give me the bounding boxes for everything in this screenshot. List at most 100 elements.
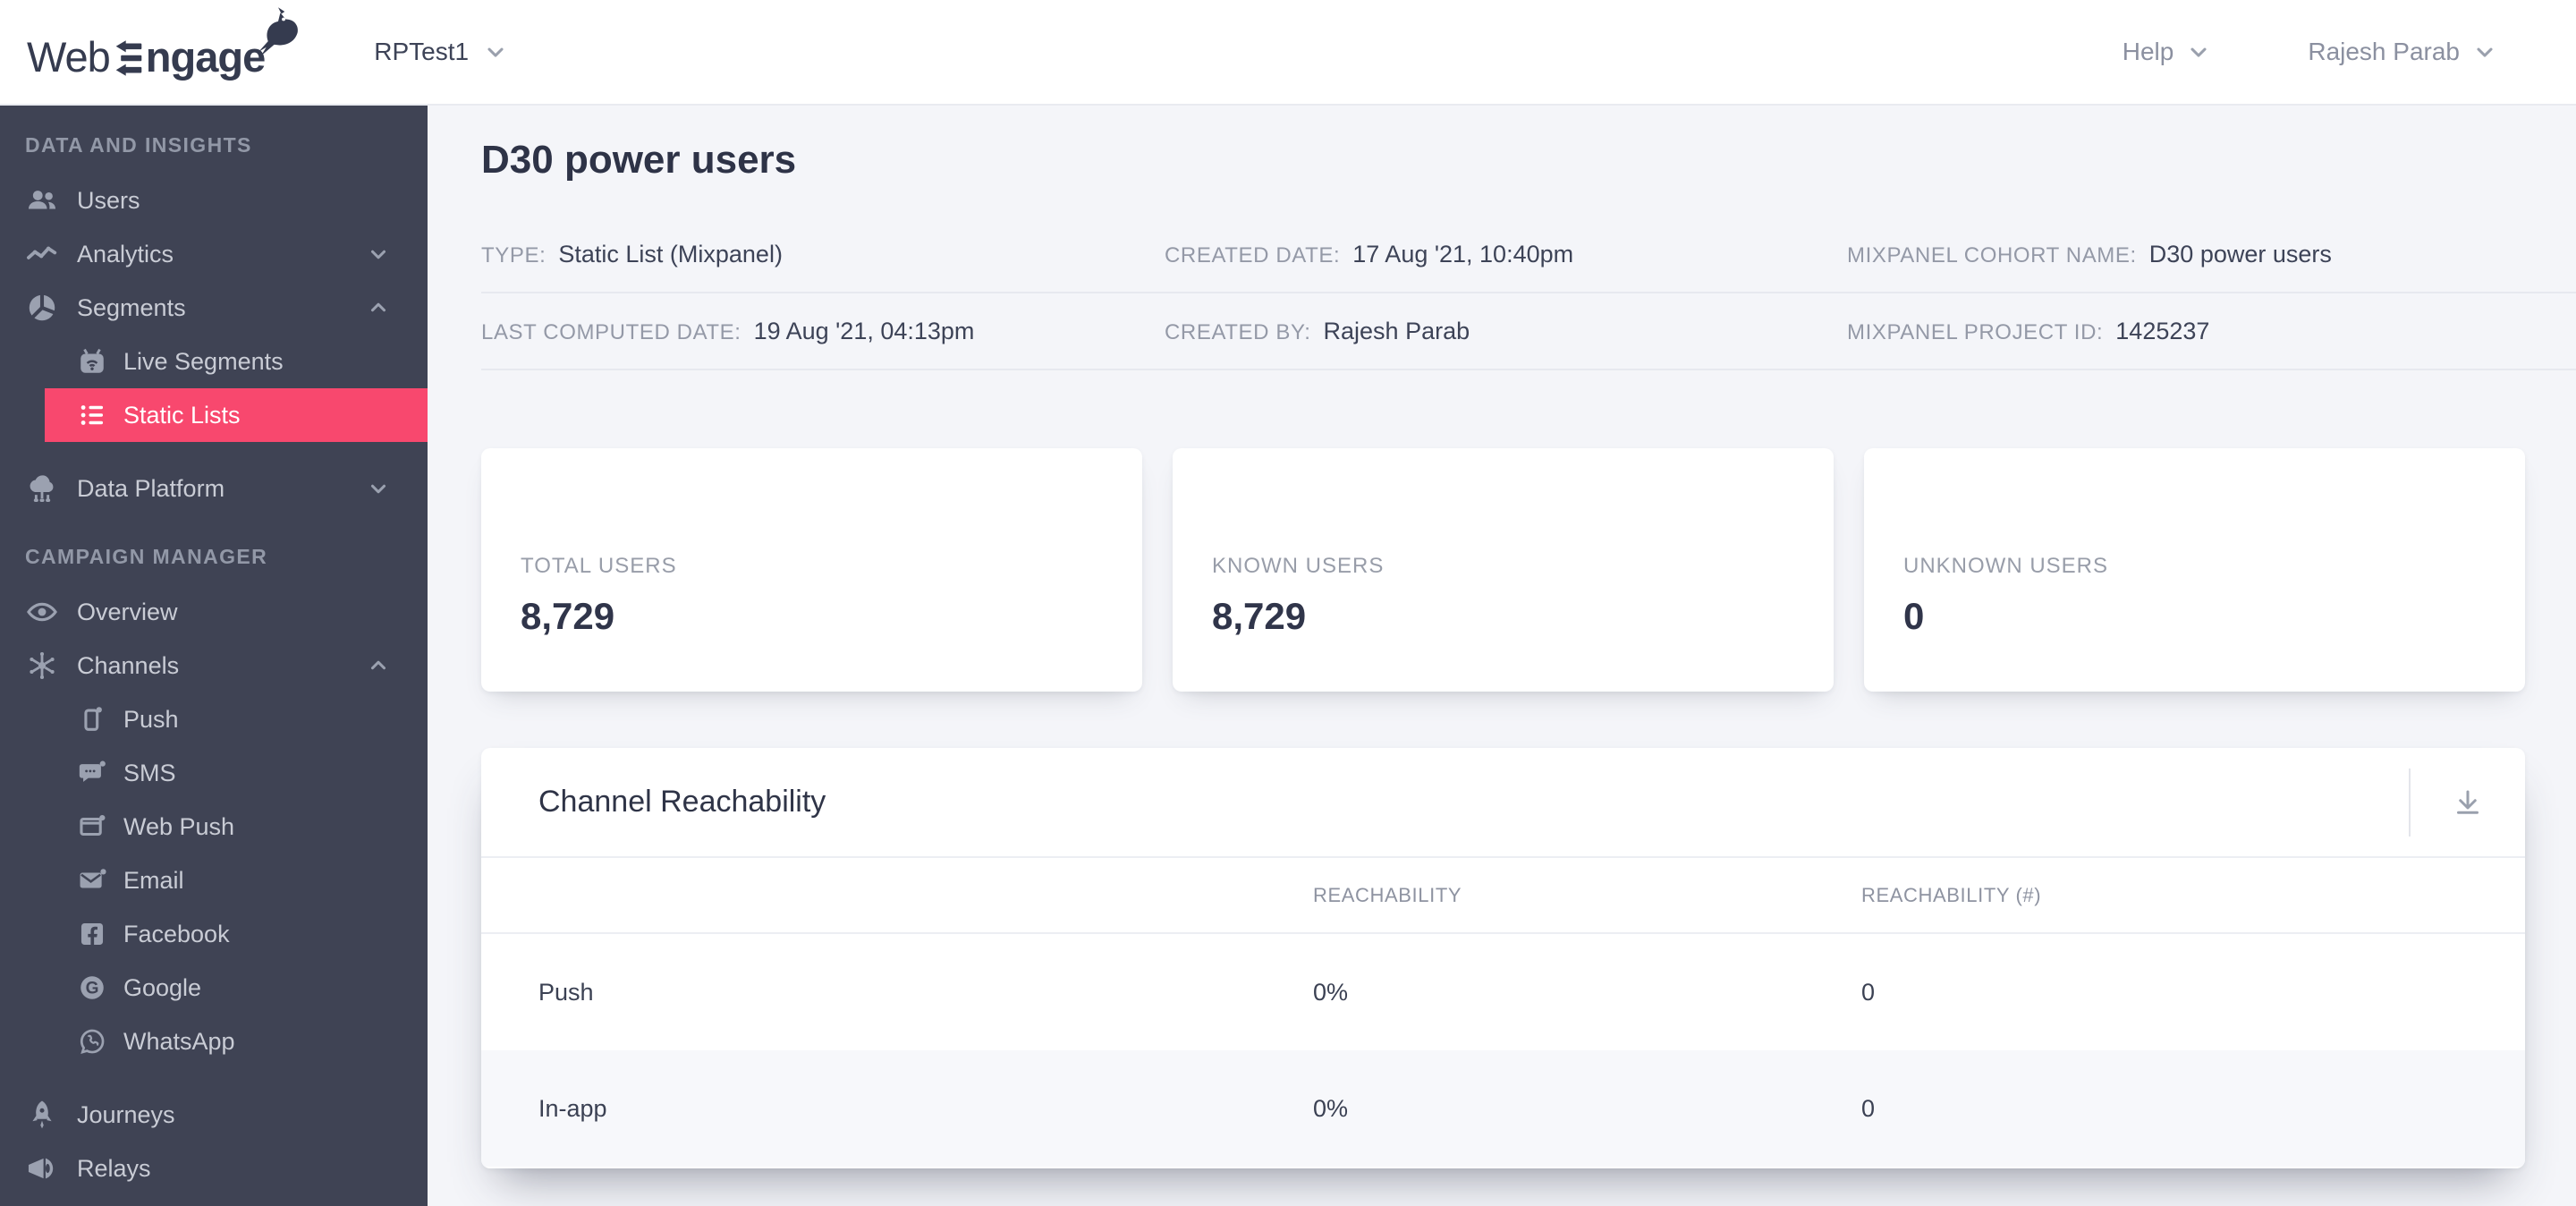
logo-bird-icon	[258, 7, 299, 56]
data-platform-icon	[30, 475, 54, 503]
meta-value: Rajesh Parab	[1323, 317, 1470, 344]
sidebar-item-live-segments[interactable]: Live Segments	[0, 335, 428, 388]
sidebar-item-web-push[interactable]: Web Push	[0, 800, 428, 854]
meta-label: MIXPANEL PROJECT ID:	[1847, 319, 2104, 344]
meta-label: CREATED BY:	[1165, 319, 1311, 344]
facebook-icon	[80, 922, 104, 946]
sidebar-item-relays[interactable]: Relays	[0, 1142, 428, 1195]
meta-value: 17 Aug '21, 10:40pm	[1352, 240, 1574, 268]
sidebar-item-label: Users	[77, 186, 140, 214]
sidebar-section-campaign-manager: CAMPAIGN MANAGER	[25, 545, 268, 568]
sidebar-item-channels[interactable]: Channels	[0, 639, 428, 692]
svg-text:G: G	[86, 980, 99, 998]
chevron-down-icon	[487, 47, 504, 57]
meta-created-by: CREATED BY: Rajesh Parab	[1165, 318, 1847, 345]
webengage-logo[interactable]: Web ngage	[27, 7, 299, 87]
email-icon	[80, 869, 106, 888]
chevron-up-icon	[370, 302, 386, 312]
meta-last-computed: LAST COMPUTED DATE: 19 Aug '21, 04:13pm	[481, 318, 1165, 345]
sidebar-item-label: Journeys	[77, 1100, 175, 1128]
help-menu[interactable]: Help	[2123, 38, 2212, 66]
stat-label: TOTAL USERS	[521, 554, 677, 578]
meta-label: MIXPANEL COHORT NAME:	[1847, 242, 2137, 268]
main-content: D30 power users TYPE: Static List (Mixpa…	[428, 106, 2576, 1168]
project-name: RPTest1	[374, 38, 470, 65]
list-metadata: TYPE: Static List (Mixpanel) CREATED DAT…	[481, 217, 2576, 370]
meta-project-id: MIXPANEL PROJECT ID: 1425237	[1847, 318, 2576, 345]
channel-reachability-header: Channel Reachability	[481, 748, 2525, 858]
cell-count: 0	[1861, 978, 1876, 1006]
stat-label: KNOWN USERS	[1212, 554, 1385, 578]
sidebar-item-label: Web Push	[123, 812, 235, 840]
sidebar-item-overview[interactable]: Overview	[0, 585, 428, 639]
sidebar-item-whatsapp[interactable]: WhatsApp	[0, 1015, 428, 1068]
sidebar-item-label: SMS	[123, 759, 176, 786]
sidebar-item-label: Email	[123, 866, 184, 894]
chevron-down-icon	[370, 250, 386, 259]
channels-icon	[30, 651, 55, 680]
meta-value: D30 power users	[2148, 240, 2332, 268]
sidebar-item-label: Overview	[77, 598, 178, 625]
stat-card-known-users: KNOWN USERS 8,729	[1173, 448, 1834, 692]
meta-label: LAST COMPUTED DATE:	[481, 319, 741, 344]
whatsapp-icon	[80, 1029, 105, 1054]
cell-channel: Push	[538, 978, 594, 1006]
stat-card-total-users: TOTAL USERS 8,729	[481, 448, 1142, 692]
project-selector[interactable]: RPTest1	[374, 38, 508, 66]
metadata-row-2: LAST COMPUTED DATE: 19 Aug '21, 04:13pm …	[481, 293, 2576, 370]
meta-label: CREATED DATE:	[1165, 242, 1341, 268]
stat-value: 8,729	[1212, 595, 1307, 637]
sidebar-item-static-lists[interactable]: Static Lists	[45, 388, 428, 442]
sidebar-item-facebook[interactable]: Facebook	[0, 907, 428, 961]
meta-cohort-name: MIXPANEL COHORT NAME: D30 power users	[1847, 241, 2576, 268]
megaphone-icon	[28, 1158, 54, 1179]
sidebar-item-label: Analytics	[77, 240, 174, 268]
meta-value: 19 Aug '21, 04:13pm	[753, 317, 975, 344]
cell-channel: In-app	[538, 1094, 607, 1122]
user-menu[interactable]: Rajesh Parab	[2308, 38, 2497, 66]
logo-word-web: Web	[27, 33, 111, 81]
sidebar: DATA AND INSIGHTS Users Analytics	[0, 106, 428, 1206]
column-reachability-count: REACHABILITY (#)	[1861, 883, 2042, 906]
topbar-right: Help Rajesh Parab	[2123, 38, 2576, 66]
sidebar-item-label: Live Segments	[123, 347, 284, 375]
cell-count: 0	[1861, 1094, 1876, 1122]
chevron-down-icon	[2190, 47, 2207, 57]
stat-value: 8,729	[521, 595, 615, 637]
cell-reachability: 0%	[1313, 1094, 1349, 1122]
column-reachability: REACHABILITY	[1313, 883, 1462, 906]
sms-icon	[79, 760, 106, 782]
stat-value: 0	[1903, 595, 1925, 637]
user-name: Rajesh Parab	[2308, 38, 2460, 65]
analytics-icon	[27, 246, 57, 259]
table-row-in-app: In-app 0% 0	[481, 1050, 2525, 1167]
sidebar-item-segments[interactable]: Segments	[0, 281, 428, 335]
sidebar-item-analytics[interactable]: Analytics	[0, 227, 428, 281]
logo-arrows-icon	[115, 40, 142, 76]
download-button[interactable]	[2411, 748, 2525, 856]
chevron-up-icon	[370, 660, 386, 670]
sidebar-item-journeys[interactable]: Journeys	[0, 1088, 428, 1142]
help-label: Help	[2122, 38, 2174, 65]
sidebar-item-email[interactable]: Email	[0, 854, 428, 907]
rocket-icon	[32, 1100, 52, 1129]
google-icon: G	[80, 976, 104, 999]
sidebar-item-sms[interactable]: SMS	[0, 746, 428, 800]
segments-icon	[29, 293, 55, 321]
sidebar-item-data-platform[interactable]: Data Platform	[0, 462, 428, 515]
sidebar-item-label: Relays	[77, 1154, 151, 1182]
reachability-controls	[2409, 748, 2525, 856]
logo-word-ngage: ngage	[145, 33, 266, 81]
stat-cards: TOTAL USERS 8,729 KNOWN USERS 8,729 UNKN…	[481, 448, 2525, 692]
sidebar-item-label: Channels	[77, 651, 180, 679]
section-title: Channel Reachability	[538, 785, 826, 819]
chevron-down-icon	[370, 484, 386, 494]
sidebar-item-label: Google	[123, 973, 202, 1001]
users-icon	[28, 191, 56, 209]
sidebar-item-google[interactable]: G Google	[0, 961, 428, 1015]
sidebar-item-push[interactable]: Push	[0, 692, 428, 746]
sidebar-item-users[interactable]: Users	[0, 174, 428, 227]
stat-label: UNKNOWN USERS	[1903, 554, 2109, 578]
metadata-row-1: TYPE: Static List (Mixpanel) CREATED DAT…	[481, 217, 2576, 293]
web-push-icon	[80, 814, 106, 837]
